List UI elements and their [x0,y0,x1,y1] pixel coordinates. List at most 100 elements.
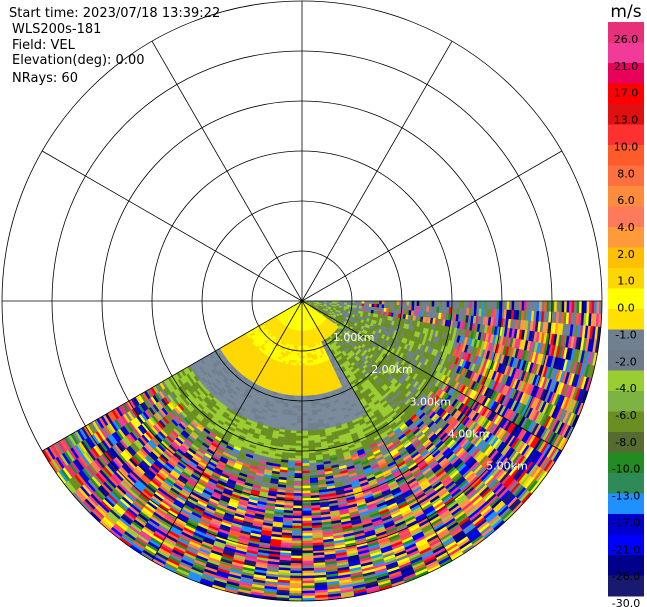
velocity-gate [509,300,513,311]
velocity-gate [444,300,448,308]
velocity-gate [559,300,563,313]
velocity-gate [439,300,443,308]
velocity-gate [519,300,523,311]
velocity-gate [299,360,303,364]
velocity-gate [293,480,303,484]
velocity-gate [304,355,308,359]
velocity-gate [305,377,310,382]
velocity-gate [504,300,508,311]
velocity-gate [456,300,460,309]
velocity-gate [296,353,300,357]
velocity-gate [554,300,558,313]
velocity-gate [296,358,300,362]
velocity-gate [301,445,309,449]
velocity-gate [293,483,303,487]
velocity-gate [301,433,309,437]
velocity-gate [376,300,380,305]
velocity-gate [298,368,303,372]
velocity-gate [461,300,465,309]
velocity-gate [292,508,303,512]
velocity-gate [436,300,440,308]
velocity-gate [301,555,314,559]
velocity-gate [305,385,310,389]
velocity-gate [406,300,410,306]
velocity-gate [494,300,498,310]
velocity-gate [301,453,310,457]
velocity-gate [374,300,378,305]
velocity-gate [514,300,518,311]
velocity-gate [301,440,309,444]
velocity-gate [294,382,299,387]
velocity-gate [301,495,311,499]
velocity-gate [296,425,303,429]
velocity-gate [301,418,308,422]
velocity-gate [294,453,303,457]
velocity-gate [296,408,303,412]
velocity-gate [292,520,303,524]
velocity-gate [516,300,520,311]
velocity-gate [431,300,435,308]
velocity-gate [301,410,308,414]
velocity-gate [464,300,468,309]
velocity-gate [291,530,303,534]
velocity-gate [386,304,390,309]
velocity-gate [295,435,303,439]
velocity-gate [304,365,309,369]
velocity-gate [301,375,306,379]
velocity-gate [290,558,303,562]
velocity-gate [293,493,303,497]
velocity-gate [356,303,360,307]
velocity-gate [294,468,303,472]
velocity-gate [304,367,309,372]
velocity-gate [293,490,303,494]
velocity-gate [296,428,303,432]
velocity-gate [426,300,430,307]
velocity-gate [291,523,303,527]
velocity-gate [411,300,415,307]
velocity-gate [471,300,475,309]
velocity-gate [298,363,303,367]
velocity-gate [378,304,383,309]
velocity-gate [376,304,380,309]
velocity-gate [296,420,303,424]
velocity-gate [296,355,300,359]
velocity-gate [301,505,312,509]
velocity-gate [384,300,388,305]
velocity-gate [366,303,370,308]
velocity-gate [529,300,533,312]
velocity-gate [301,523,313,527]
velocity-gate [295,445,303,449]
velocity-gate [301,510,312,514]
velocity-gate [301,465,310,469]
velocity-gate [419,300,423,307]
velocity-gate [296,413,303,417]
velocity-gate [526,300,530,312]
velocity-gate [541,300,545,312]
velocity-gate [301,478,311,482]
velocity-gate [293,387,299,392]
velocity-gate [383,304,388,309]
velocity-gate [295,440,303,444]
velocity-gate [292,505,303,509]
velocity-gate [294,377,299,382]
velocity-gate [304,372,309,377]
velocity-gate [303,345,307,349]
velocity-gate [292,518,303,522]
velocity-gate [301,490,311,494]
velocity-gate [301,545,314,549]
velocity-gate [424,300,428,307]
velocity-gate [534,300,538,312]
velocity-gate [304,360,308,364]
velocity-gate [294,463,303,467]
velocity-gate [292,503,303,507]
velocity-gate [298,370,303,374]
velocity-gate [304,353,308,357]
velocity-gate [301,403,307,407]
velocity-gate [301,388,307,392]
velocity-gate [481,300,485,310]
velocity-gate [290,555,303,559]
velocity-gate [301,428,308,432]
velocity-gate [297,403,303,407]
velocity-gate [291,538,303,542]
velocity-gate [296,418,303,422]
